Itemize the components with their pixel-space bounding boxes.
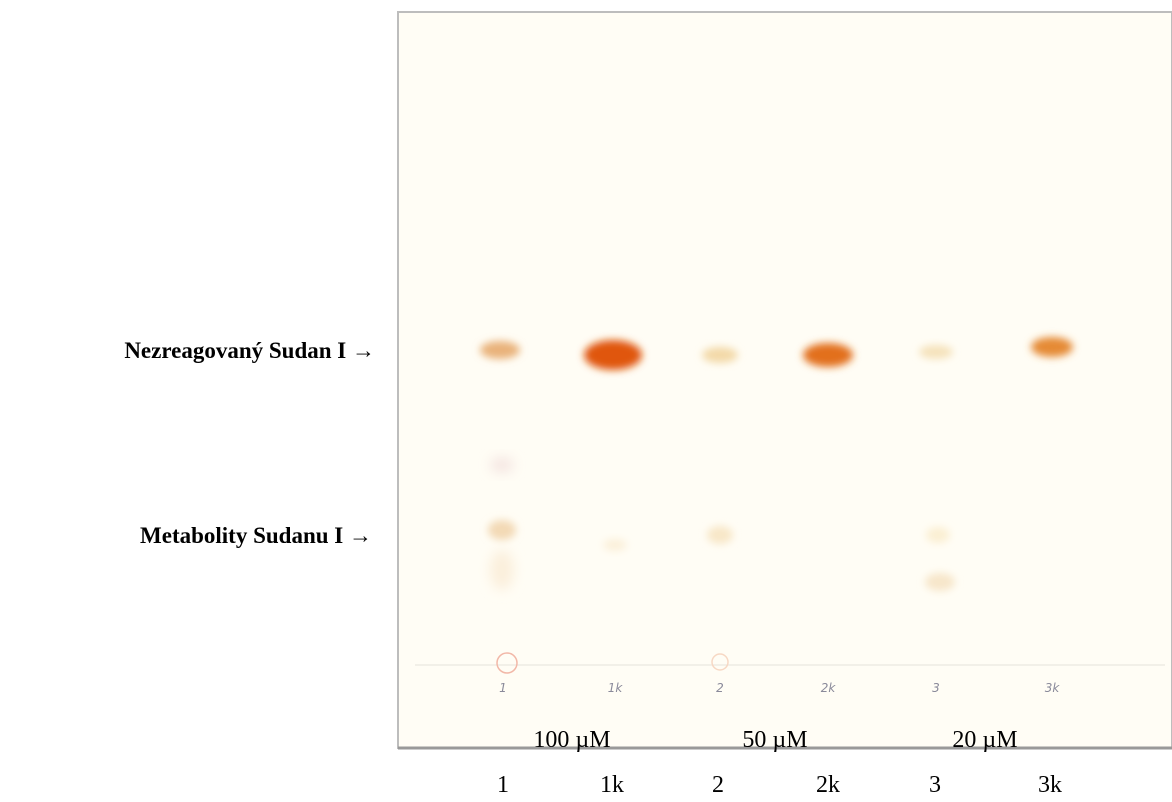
lane-label: 3k	[1038, 772, 1062, 798]
concentration: 100 µM	[533, 727, 610, 753]
handwritten-label: 2	[716, 681, 724, 695]
spot	[919, 345, 953, 359]
spot	[488, 520, 516, 540]
spot	[584, 340, 642, 370]
spot	[707, 526, 733, 544]
lane-label: 3	[929, 772, 941, 798]
spot	[925, 573, 955, 591]
handwritten-label: 1k	[608, 681, 624, 695]
handwritten-label: 3k	[1045, 681, 1061, 695]
lane-label: 2k	[816, 772, 840, 798]
spots	[480, 337, 1073, 674]
spot	[1031, 337, 1073, 357]
annotation: Metabolity Sudanu I →	[140, 523, 372, 548]
lane-label: 1	[497, 772, 509, 798]
origin-mark	[496, 652, 518, 674]
origin-mark	[711, 653, 729, 671]
spot	[490, 457, 514, 473]
spot	[603, 539, 627, 551]
spot	[480, 341, 520, 359]
concentration: 50 µM	[742, 727, 807, 753]
spot	[702, 347, 738, 363]
handwritten-label: 3	[932, 681, 940, 695]
lane-label: 1k	[600, 772, 624, 798]
tlc-plate	[397, 11, 1172, 749]
spot	[926, 527, 950, 543]
concentration: 20 µM	[952, 727, 1017, 753]
lane-label: 2	[712, 772, 724, 798]
handwritten-label: 1	[499, 681, 507, 695]
handwritten-label: 2k	[821, 681, 837, 695]
annotation: Nezreagovaný Sudan I →	[124, 338, 375, 363]
spot	[803, 343, 853, 367]
spot	[490, 550, 514, 590]
